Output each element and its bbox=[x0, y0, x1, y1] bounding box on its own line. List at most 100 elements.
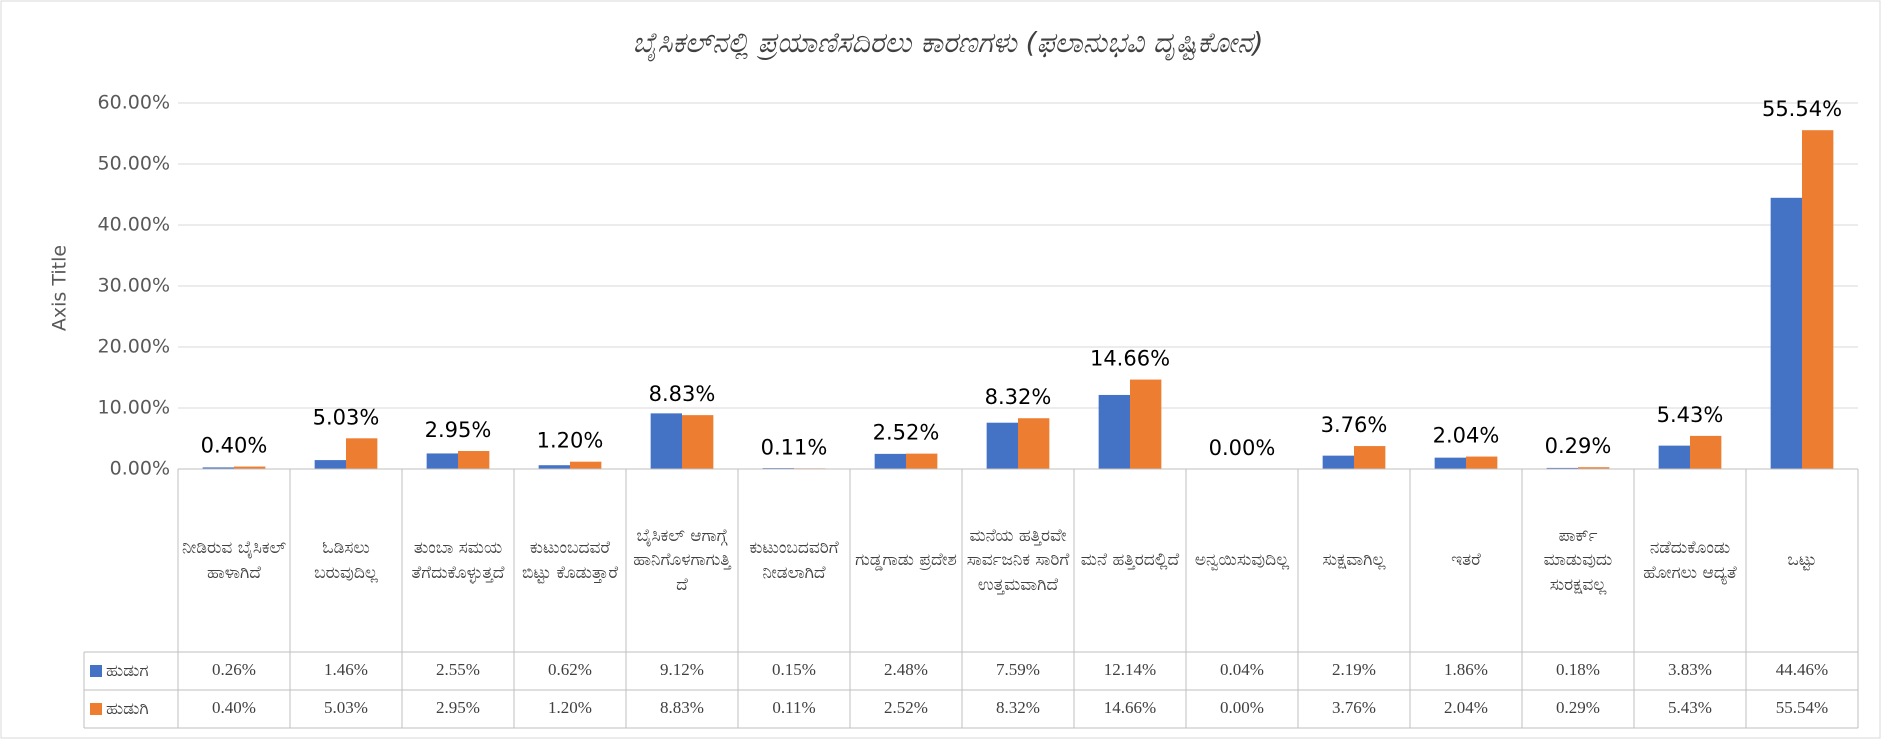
x-tick-label: ನಡೆದುಕೊಂಡು ಹೋಗಲು ಆದ್ಯತೆ bbox=[1643, 537, 1737, 583]
x-tick-label: ಮನೆ ಹತ್ತಿರದಲ್ಲಿದೆ bbox=[1080, 550, 1180, 571]
table-value: 1.46% bbox=[324, 660, 368, 679]
table-value: 12.14% bbox=[1104, 660, 1156, 679]
legend-swatch bbox=[90, 665, 102, 677]
data-label: 2.95% bbox=[425, 418, 492, 442]
category-cell: ಸುಕ್ಷವಾಗಿಲ್ಲ bbox=[1322, 550, 1386, 571]
bar bbox=[1690, 435, 1722, 469]
category-cell: ಕುಟುಂಬದವರಿಗೆ ನೀಡಲಾಗಿದೆ bbox=[749, 537, 839, 583]
y-axis-title: Axis Title bbox=[49, 245, 71, 331]
bar bbox=[986, 422, 1018, 469]
category-cell: ಕುಟುಂಬದವರೆ ಬಿಟ್ಟು ಕೊಡುತ್ತಾರೆ bbox=[521, 537, 619, 583]
x-tick-label: ಮನೆಯ ಹತ್ತಿರವೇ ಸಾರ್ವಜನಿಕ ಸಾರಿಗೆ ಉತ್ತಮವಾಗಿ… bbox=[966, 525, 1070, 595]
category-cell: ಪಾರ್ಕ್ ಮಾಡುವುದು ಸುರಕ್ಷವಲ್ಲ bbox=[1543, 525, 1613, 595]
data-label: 2.52% bbox=[873, 421, 940, 445]
bar bbox=[1434, 457, 1466, 469]
category-cell: ಗುಡ್ಡಗಾಡು ಪ್ರದೇಶ bbox=[855, 550, 957, 571]
category-cell: ಅನ್ವಯಿಸುವುದಿಲ್ಲ bbox=[1194, 550, 1290, 571]
bar bbox=[1802, 130, 1834, 469]
x-tick-label: ಇತರೆ bbox=[1451, 550, 1481, 571]
table-value: 5.43% bbox=[1668, 698, 1712, 717]
x-tick-label: ಒಟ್ಟು bbox=[1787, 550, 1817, 571]
category-cell: ನೀಡಿರುವ ಬೈಸಿಕಲ್ ಹಾಳಾಗಿದೆ bbox=[181, 537, 287, 583]
table-value: 2.95% bbox=[436, 698, 480, 717]
bar bbox=[570, 461, 602, 469]
table-value: 2.55% bbox=[436, 660, 480, 679]
data-label: 0.40% bbox=[201, 434, 268, 458]
data-label: 8.83% bbox=[649, 382, 716, 406]
legend-swatch bbox=[90, 703, 102, 715]
data-label: 2.04% bbox=[1433, 424, 1500, 448]
legend-label: ಹುಡುಗ bbox=[106, 661, 149, 681]
table-value: 14.66% bbox=[1104, 698, 1156, 717]
table-value: 0.15% bbox=[772, 660, 816, 679]
category-cell: ಮನೆ ಹತ್ತಿರದಲ್ಲಿದೆ bbox=[1080, 550, 1180, 571]
bar bbox=[1130, 379, 1162, 469]
table-value: 55.54% bbox=[1776, 698, 1828, 717]
x-tick-label: ಸುಕ್ಷವಾಗಿಲ್ಲ bbox=[1322, 550, 1386, 571]
data-label: 3.76% bbox=[1321, 413, 1388, 437]
table-value: 0.40% bbox=[212, 698, 256, 717]
y-tick-label: 0.00% bbox=[110, 458, 170, 480]
category-cell: ತುಂಬಾ ಸಮಯ ತೆಗೆದುಕೊಳ್ಳುತ್ತದೆ bbox=[412, 538, 505, 583]
bar bbox=[458, 451, 490, 469]
table-value: 9.12% bbox=[660, 660, 704, 679]
table-value: 0.00% bbox=[1220, 698, 1264, 717]
table-value: 8.32% bbox=[996, 698, 1040, 717]
table-value: 0.04% bbox=[1220, 660, 1264, 679]
data-label: 14.66% bbox=[1090, 347, 1170, 371]
y-tick-label: 10.00% bbox=[98, 397, 170, 419]
bar bbox=[1466, 456, 1498, 469]
table-value: 1.20% bbox=[548, 698, 592, 717]
bar bbox=[1578, 467, 1610, 469]
table-value: 2.52% bbox=[884, 698, 928, 717]
bar bbox=[906, 453, 938, 469]
data-label: 5.03% bbox=[313, 405, 380, 429]
bar bbox=[346, 438, 378, 469]
y-tick-label: 60.00% bbox=[98, 92, 170, 114]
table-value: 3.76% bbox=[1332, 698, 1376, 717]
table-value: 0.18% bbox=[1556, 660, 1600, 679]
bar bbox=[874, 453, 906, 469]
table-value: 2.48% bbox=[884, 660, 928, 679]
category-cell: ಇತರೆ bbox=[1451, 550, 1481, 571]
x-tick-label: ನೀಡಿರುವ ಬೈಸಿಕಲ್ ಹಾಳಾಗಿದೆ bbox=[181, 537, 287, 583]
data-label: 5.43% bbox=[1657, 403, 1724, 427]
table-value: 7.59% bbox=[996, 660, 1040, 679]
category-cell: ಓಡಿಸಲು ಬರುವುದಿಲ್ಲ bbox=[314, 538, 378, 583]
y-tick-label: 50.00% bbox=[98, 153, 170, 175]
bar bbox=[1018, 418, 1050, 469]
data-label: 0.11% bbox=[761, 435, 828, 459]
x-tick-label: ಕುಟುಂಬದವರೆ ಬಿಟ್ಟು ಕೊಡುತ್ತಾರೆ bbox=[521, 537, 619, 583]
x-tick-label: ಕುಟುಂಬದವರಿಗೆ ನೀಡಲಾಗಿದೆ bbox=[749, 537, 839, 583]
table-value: 3.83% bbox=[1668, 660, 1712, 679]
bar bbox=[682, 415, 714, 469]
category-cell: ಮನೆಯ ಹತ್ತಿರವೇ ಸಾರ್ವಜನಿಕ ಸಾರಿಗೆ ಉತ್ತಮವಾಗಿ… bbox=[966, 525, 1070, 595]
table-value: 1.86% bbox=[1444, 660, 1488, 679]
bar bbox=[202, 467, 234, 469]
data-label: 55.54% bbox=[1762, 97, 1842, 121]
y-tick-label: 20.00% bbox=[98, 336, 170, 358]
table-value: 0.11% bbox=[772, 698, 815, 717]
y-tick-label: 40.00% bbox=[98, 214, 170, 236]
bar bbox=[1098, 394, 1130, 469]
table-value: 2.19% bbox=[1332, 660, 1376, 679]
data-label: 0.00% bbox=[1209, 436, 1276, 460]
legend-label: ಹುಡುಗಿ bbox=[106, 699, 149, 719]
table-value: 44.46% bbox=[1776, 660, 1828, 679]
x-tick-label: ಅನ್ವಯಿಸುವುದಿಲ್ಲ bbox=[1194, 550, 1290, 571]
table-value: 5.03% bbox=[324, 698, 368, 717]
data-label: 0.29% bbox=[1545, 434, 1612, 458]
category-cell: ಬೈಸಿಕಲ್ ಆಗಾಗ್ಗೆ ಹಾನಿಗೊಳಗಾಗುತ್ತಿದೆ bbox=[633, 526, 730, 595]
bar bbox=[1354, 446, 1386, 469]
x-tick-label: ಪಾರ್ಕ್ ಮಾಡುವುದು ಸುರಕ್ಷವಲ್ಲ bbox=[1543, 525, 1613, 595]
data-label: 8.32% bbox=[985, 385, 1052, 409]
table-value: 8.83% bbox=[660, 698, 704, 717]
bar bbox=[1322, 455, 1354, 469]
table-value: 0.26% bbox=[212, 660, 256, 679]
bar bbox=[650, 413, 682, 469]
x-tick-label: ಗುಡ್ಡಗಾಡು ಪ್ರದೇಶ bbox=[855, 550, 957, 571]
bar bbox=[1658, 445, 1690, 469]
bar bbox=[234, 466, 266, 469]
category-cell: ಒಟ್ಟು bbox=[1787, 550, 1817, 571]
